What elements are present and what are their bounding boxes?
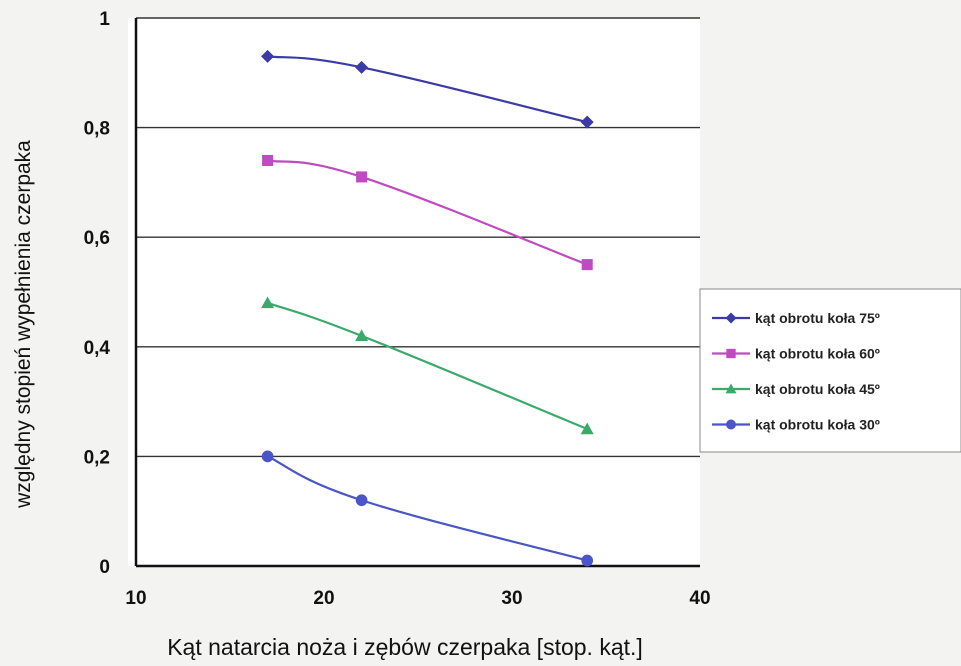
series-0 [261, 49, 594, 129]
x-tick-label: 20 [313, 588, 334, 609]
tick-labels: 0 0,2 0,4 0,6 0,8 1 10 20 30 40 [84, 9, 711, 609]
legend-label: kąt obrotu koła 45º [755, 381, 880, 397]
legend-marker [725, 383, 737, 394]
y-tick-label: 0,6 [84, 228, 110, 249]
plot-area [128, 18, 700, 566]
data-point [355, 329, 369, 342]
legend-item: kąt obrotu koła 75º [712, 310, 880, 326]
legend-label: kąt obrotu koła 30º [755, 417, 880, 433]
legend-item: kąt obrotu koła 60º [712, 346, 880, 362]
data-point [355, 494, 368, 507]
legend-marker [726, 419, 736, 430]
data-point [261, 49, 275, 63]
legend-label: kąt obrotu koła 75º [755, 310, 880, 326]
series [261, 49, 594, 567]
y-axis-title: względny stopień wypełnienia czerpaka [12, 140, 35, 509]
y-tick-label: 1 [99, 9, 110, 30]
y-tick-label: 0 [99, 557, 110, 578]
legend-marker [725, 312, 737, 324]
data-point [581, 554, 594, 567]
series-3 [261, 450, 594, 567]
legend-item: kąt obrotu koła 30º [712, 417, 880, 433]
data-point [356, 171, 368, 183]
data-point [580, 115, 594, 129]
data-point [581, 259, 593, 271]
y-tick-label: 0,8 [84, 119, 110, 140]
x-tick-label: 30 [501, 588, 522, 609]
data-point [262, 154, 274, 167]
legend: kąt obrotu koła 75º kąt obrotu koła 60º ką… [699, 288, 961, 453]
series-line [267, 55, 588, 124]
legend-item: kąt obrotu koła 45º [712, 381, 880, 397]
legend-label: kąt obrotu koła 60º [755, 346, 880, 362]
legend-marker [726, 348, 736, 359]
x-axis-title: Kąt natarcia noża i zębów czerpaka [stop… [167, 634, 643, 660]
axes [134, 18, 700, 568]
grid-lines [136, 17, 700, 458]
data-point [580, 422, 594, 435]
x-tick-label: 10 [125, 588, 146, 609]
x-tick-label: 40 [689, 588, 710, 609]
data-point [355, 60, 369, 74]
series-line [267, 455, 588, 562]
y-tick-label: 0,4 [84, 338, 111, 359]
series-2 [261, 296, 594, 435]
data-point [261, 450, 274, 463]
data-point [261, 296, 275, 309]
series-line [267, 159, 588, 266]
y-tick-label: 0,2 [84, 447, 110, 468]
series-1 [262, 154, 593, 271]
series-line [267, 301, 588, 431]
